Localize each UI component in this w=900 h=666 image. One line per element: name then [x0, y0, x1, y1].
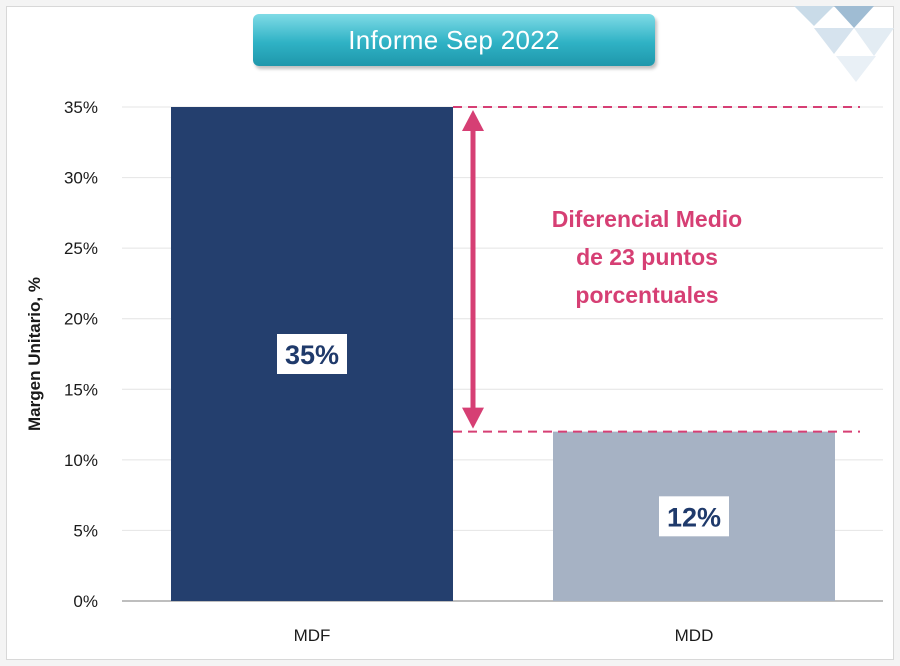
y-tick-label: 25%: [64, 239, 98, 258]
arrow-head-down: [462, 407, 484, 429]
data-label: 35%: [285, 340, 339, 370]
difference-annotation: Diferencial Medio de 23 puntos porcentuale…: [453, 106, 860, 433]
bars: MDF 35% MDD 12%: [171, 107, 835, 645]
annotation-line: porcentuales: [575, 282, 718, 308]
annotation-line: Diferencial Medio: [552, 206, 742, 232]
data-label-box: [277, 334, 347, 374]
y-tick-label: 20%: [64, 310, 98, 329]
y-tick-label: 15%: [64, 380, 98, 399]
data-label: 12%: [667, 502, 721, 532]
data-label-box: [659, 496, 729, 537]
y-axis-label: Margen Unitario, %: [25, 277, 44, 431]
x-tick-label: MDD: [675, 626, 714, 645]
corner-decoration: [794, 6, 894, 82]
arrow-head-up: [462, 110, 484, 131]
y-tick-label: 35%: [64, 98, 98, 117]
y-tick-label: 5%: [73, 521, 98, 540]
annotation-line: de 23 puntos: [576, 244, 718, 270]
y-tick-label: 0%: [73, 592, 98, 611]
y-axis-ticks: 0% 5% 10% 15% 20% 25% 30% 35%: [64, 98, 98, 611]
y-tick-label: 10%: [64, 451, 98, 470]
x-tick-label: MDF: [294, 626, 331, 645]
y-tick-label: 30%: [64, 169, 98, 188]
chart-title: Informe Sep 2022: [253, 14, 655, 66]
